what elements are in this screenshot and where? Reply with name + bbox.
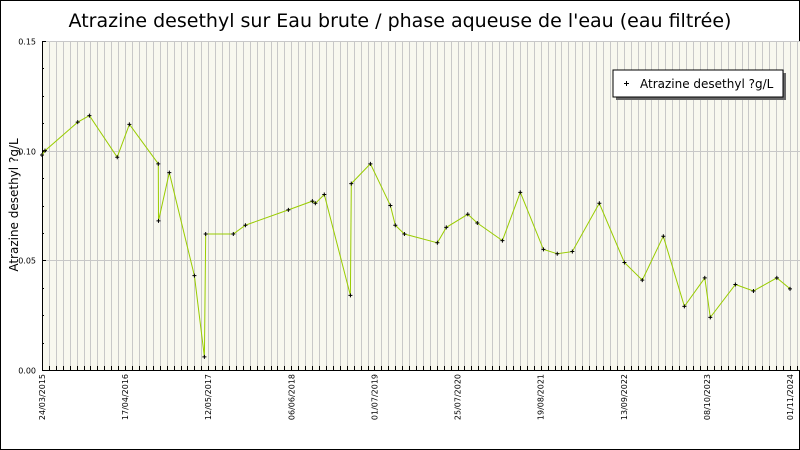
data-point (40, 153, 44, 158)
data-point (435, 240, 440, 245)
data-point (75, 120, 80, 125)
x-tick-label: 17/04/2016 (121, 374, 130, 420)
legend-box (612, 69, 784, 98)
data-point (500, 238, 505, 243)
data-point (42, 148, 47, 153)
data-point (202, 354, 207, 359)
legend-marker-icon (624, 81, 629, 86)
data-point (555, 251, 560, 256)
axes: 0.00 0.05 0.10 0.15 24/03/2015 17/04/2016 12/0… (18, 38, 800, 420)
data-point (156, 218, 161, 223)
data-point (702, 275, 707, 280)
data-point (243, 223, 248, 228)
y-axis-label: Atrazine desethyl ?g/L (7, 138, 21, 272)
data-point (388, 203, 393, 208)
legend-label: Atrazine desethyl ?g/L (640, 77, 774, 91)
x-tick-label: 19/08/2021 (537, 374, 546, 420)
data-point (661, 234, 666, 239)
data-point (708, 315, 713, 320)
y-tick-label: 0.10 (18, 148, 36, 157)
data-point (313, 201, 318, 206)
data-point (231, 232, 236, 237)
x-tick-label: 25/07/2020 (454, 374, 463, 420)
series-line (41, 114, 791, 357)
legend: Atrazine desethyl ?g/L (612, 69, 786, 100)
x-tick-label: 12/05/2017 (204, 374, 213, 420)
chart-title: Atrazine desethyl sur Eau brute / phase … (69, 10, 732, 32)
x-tick-label: 01/07/2019 (370, 374, 379, 420)
data-point (682, 304, 687, 309)
data-point (192, 273, 197, 278)
data-point (402, 232, 407, 237)
data-point (87, 113, 92, 118)
data-point (518, 190, 523, 195)
data-point (286, 207, 291, 212)
x-tick-label: 01/11/2024 (786, 374, 795, 420)
data-point (349, 181, 354, 186)
data-point (541, 247, 546, 252)
data-point (622, 260, 627, 265)
data-point (733, 282, 738, 287)
x-tick-label: 08/10/2023 (703, 374, 712, 420)
y-tick-label: 0.00 (18, 367, 36, 376)
data-point (444, 225, 449, 230)
y-tick-label: 0.05 (18, 257, 36, 266)
data-point (368, 161, 373, 166)
data-point (774, 275, 779, 280)
grid (42, 41, 800, 371)
data-point (597, 201, 602, 206)
data-point (465, 212, 470, 217)
series (40, 113, 793, 359)
data-point (640, 278, 645, 283)
y-tick-label: 0.15 (18, 38, 36, 47)
data-point (322, 192, 327, 197)
data-point (475, 221, 480, 226)
data-point (310, 199, 315, 204)
data-point (348, 293, 353, 298)
data-point (751, 289, 756, 294)
data-point (127, 122, 132, 127)
data-point (115, 155, 120, 160)
x-tick-label: 24/03/2015 (38, 374, 47, 420)
x-tick-label: 13/09/2022 (620, 374, 629, 420)
data-point (156, 161, 161, 166)
data-point (570, 249, 575, 254)
data-point (203, 232, 208, 237)
data-point (393, 223, 398, 228)
data-point (167, 170, 172, 175)
x-tick-label: 06/06/2018 (287, 374, 296, 420)
data-point (788, 286, 793, 291)
